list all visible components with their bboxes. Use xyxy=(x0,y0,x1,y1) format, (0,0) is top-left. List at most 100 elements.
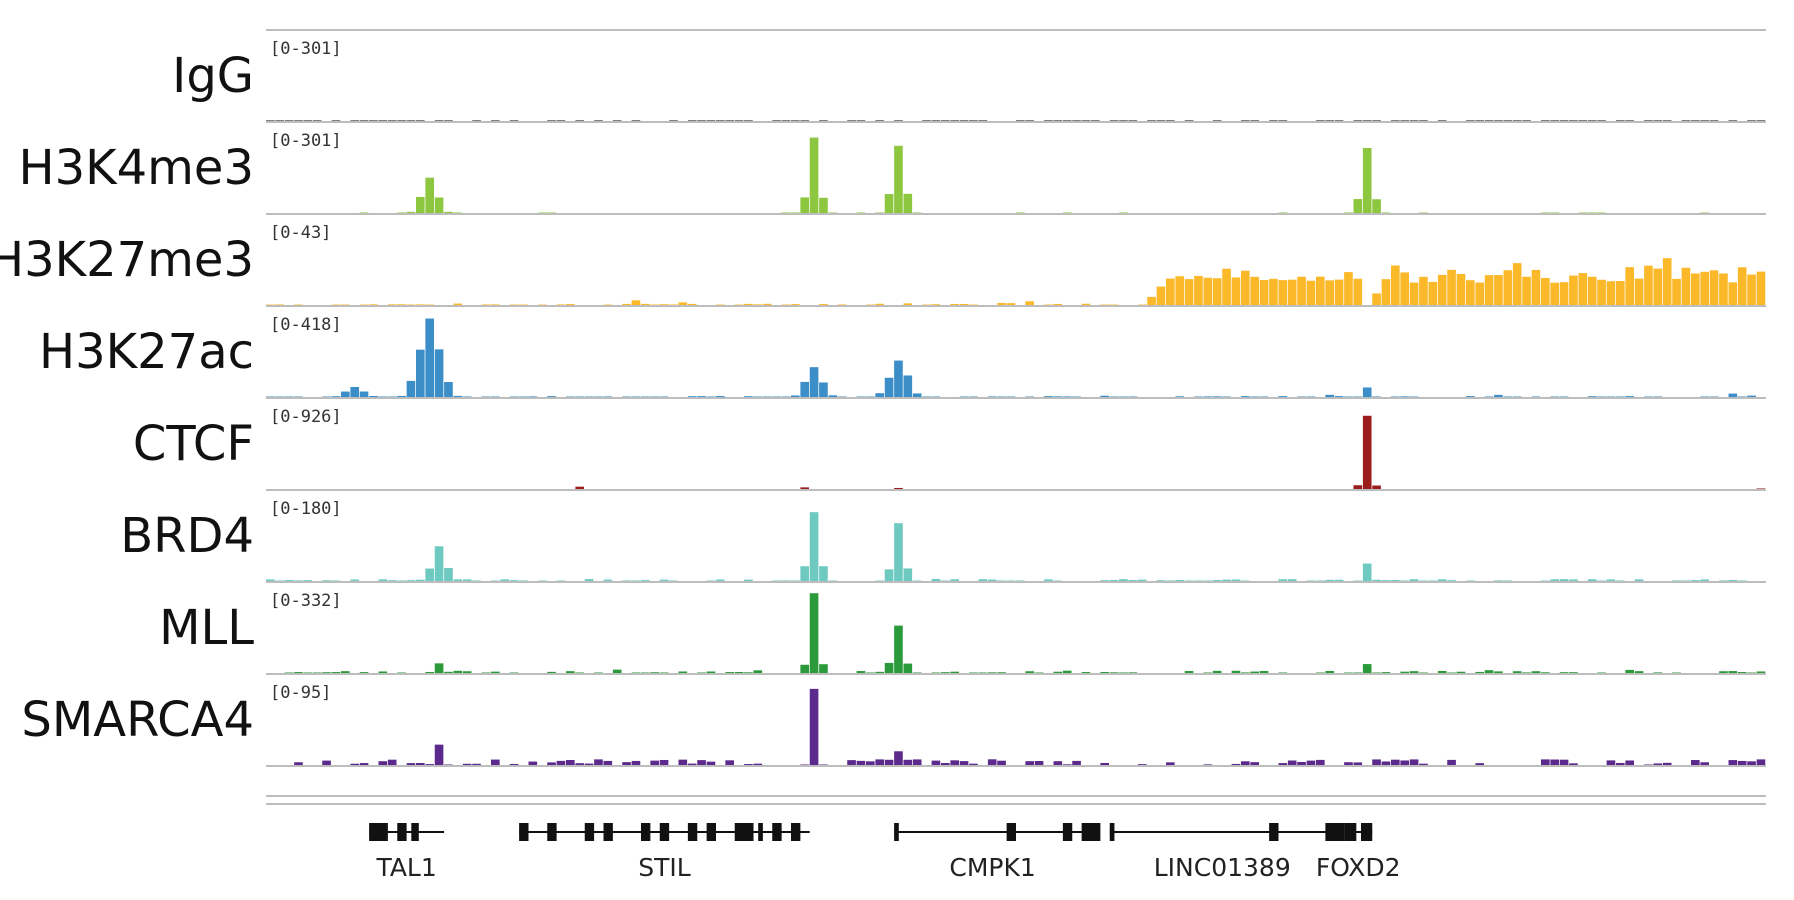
signal-bar xyxy=(1212,278,1222,306)
gene-exon xyxy=(411,823,419,841)
signal-bar xyxy=(453,395,463,398)
signal-bar xyxy=(978,579,988,582)
signal-bar xyxy=(1419,276,1428,306)
signal-bar xyxy=(1100,762,1110,766)
signal-bar xyxy=(566,760,575,766)
signal-bar xyxy=(1372,293,1381,306)
signal-bar xyxy=(1287,279,1297,306)
signal-bar xyxy=(659,579,669,582)
signal-bar xyxy=(444,568,453,582)
signal-bar xyxy=(1756,271,1766,306)
signal-bar xyxy=(444,671,453,674)
signal-bar xyxy=(378,761,388,766)
signal-bar xyxy=(1287,760,1297,766)
signal-bar xyxy=(1287,579,1297,582)
signal-bar xyxy=(1597,279,1606,306)
signal-bar xyxy=(1737,267,1747,306)
signal-bar xyxy=(753,763,763,766)
gene-exon xyxy=(1344,823,1357,841)
signal-bar xyxy=(1231,670,1241,674)
gene-name-label: LINC01389 xyxy=(1154,853,1291,882)
signal-bar xyxy=(1372,579,1381,582)
signal-bar xyxy=(341,671,350,674)
signal-bar xyxy=(969,763,978,766)
gene-exon xyxy=(659,823,670,841)
signal-bar xyxy=(603,760,613,766)
gene-exon xyxy=(1269,823,1279,841)
track-h3k4me3: H3K4me3 [0-301] xyxy=(19,131,1766,215)
signal-bar xyxy=(744,303,753,306)
signal-bar xyxy=(397,395,406,398)
signal-bar xyxy=(622,303,631,306)
signal-bar xyxy=(594,759,603,766)
track-name-label: SMARCA4 xyxy=(21,692,254,748)
signal-bar xyxy=(875,393,885,398)
signal-bar xyxy=(1053,761,1063,766)
signal-bar xyxy=(1212,579,1222,582)
signal-bar xyxy=(1578,273,1588,306)
signal-bar xyxy=(997,760,1006,766)
gene-exon xyxy=(734,823,754,841)
signal-bar xyxy=(1278,763,1288,766)
signal-bar xyxy=(1681,267,1691,306)
signal-bar xyxy=(959,761,969,766)
signal-bar xyxy=(1456,671,1466,674)
signal-bar xyxy=(1034,761,1044,766)
track-range-label: [0-332] xyxy=(270,591,342,611)
signal-bar xyxy=(1231,277,1241,306)
signal-bar xyxy=(462,671,472,674)
signal-bar xyxy=(903,303,913,306)
signal-bar xyxy=(1241,761,1250,766)
signal-bar xyxy=(950,671,960,674)
signal-bar xyxy=(378,579,388,582)
signal-bar xyxy=(1512,671,1522,674)
signal-bar xyxy=(1362,147,1372,214)
signal-bar xyxy=(1466,280,1475,306)
signal-bar xyxy=(444,211,453,214)
signal-bar xyxy=(753,670,763,674)
signal-bar xyxy=(912,393,922,398)
signal-bar xyxy=(1719,273,1728,306)
track-range-label: [0-301] xyxy=(270,131,342,151)
signal-bar xyxy=(509,763,519,766)
signal-bar xyxy=(575,763,585,766)
signal-bar xyxy=(1569,579,1578,582)
signal-bar xyxy=(1297,761,1306,766)
signal-bar xyxy=(1550,579,1560,582)
signal-bar xyxy=(1325,394,1335,398)
signal-bar xyxy=(809,593,819,674)
signal-bar xyxy=(1447,269,1456,306)
signal-bar xyxy=(491,759,500,766)
signal-bar xyxy=(1391,265,1400,306)
signal-bar xyxy=(1494,275,1503,306)
gene-exon xyxy=(1062,823,1073,841)
signal-bar xyxy=(575,486,585,490)
signal-bar xyxy=(266,579,275,582)
signal-bar xyxy=(1372,759,1381,766)
signal-bar xyxy=(1316,759,1325,766)
signal-bar xyxy=(894,751,903,766)
signal-bar xyxy=(1756,759,1766,766)
signal-bar xyxy=(1137,579,1147,582)
signal-bar xyxy=(1156,286,1166,306)
signal-bar xyxy=(1456,273,1466,306)
signal-bar xyxy=(350,579,360,582)
track-name-label: MLL xyxy=(159,600,254,656)
signal-bar xyxy=(1231,579,1241,582)
gene-exon xyxy=(1006,823,1016,841)
signal-bar xyxy=(1025,761,1035,766)
track-range-label: [0-95] xyxy=(270,683,331,703)
signal-bar xyxy=(1569,275,1578,306)
signal-bar xyxy=(378,671,388,674)
signal-bar xyxy=(453,579,463,582)
signal-bar xyxy=(903,759,913,766)
signal-bar xyxy=(1381,279,1391,306)
signal-bar xyxy=(1531,269,1541,306)
signal-bar xyxy=(1531,671,1541,674)
signal-bar xyxy=(1625,669,1635,674)
signal-bar xyxy=(1644,265,1653,306)
signal-bar xyxy=(1362,415,1372,490)
gene-exon xyxy=(1361,823,1373,841)
signal-bar xyxy=(856,760,866,766)
